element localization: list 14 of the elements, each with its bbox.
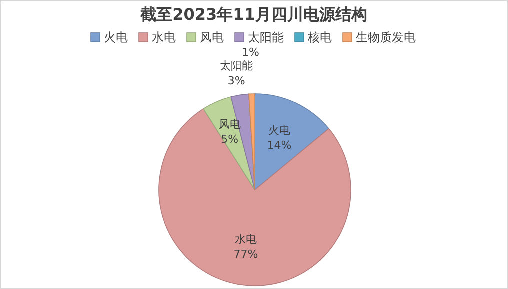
pie-slice	[158, 108, 352, 286]
legend-label: 火电	[104, 30, 128, 44]
legend-label: 太阳能	[248, 30, 284, 44]
data-label: 太阳能 3%	[220, 59, 254, 88]
pie-slice	[254, 94, 330, 190]
legend-label: 水电	[152, 30, 176, 44]
data-label: 火电 14%	[267, 124, 292, 152]
chart-title: 截至2023年11月四川电源结构	[140, 5, 368, 24]
legend-label: 核电	[307, 30, 332, 44]
data-label: 水电 77%	[234, 232, 258, 261]
data-label: 1%	[242, 46, 260, 60]
legend-label: 风电	[200, 30, 224, 44]
legend-label: 生物质发电	[356, 30, 416, 44]
pie-slice	[248, 94, 256, 190]
